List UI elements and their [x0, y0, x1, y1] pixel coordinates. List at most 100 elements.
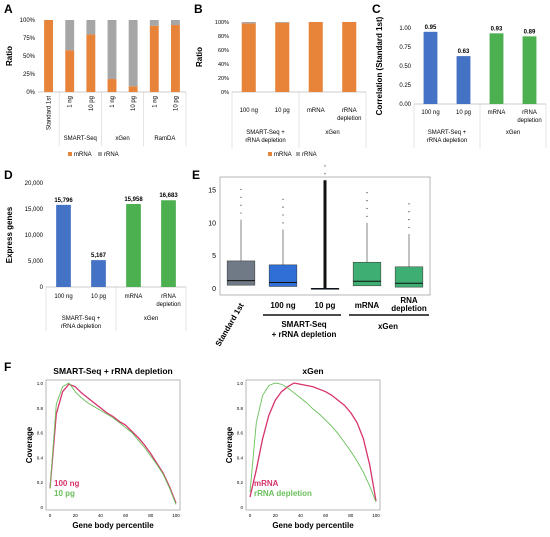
- x-tick-label: 1 ng: [110, 96, 116, 108]
- outlier-point: [240, 196, 242, 198]
- series-line-2: [249, 382, 377, 503]
- y-tick-label: 0.4: [237, 455, 244, 460]
- outlier-point: [240, 212, 242, 214]
- box: [226, 260, 256, 286]
- panel-label-d: D: [4, 168, 13, 182]
- box: [352, 261, 382, 287]
- y-tick-label: 0.2: [237, 480, 244, 485]
- y-tick-label: 10: [208, 220, 216, 227]
- panel-label-a: A: [4, 2, 13, 16]
- y-tick-label: 10,000: [25, 233, 44, 239]
- legend-label: mRNA: [74, 152, 92, 158]
- group-label: rRNA depletion: [245, 138, 285, 144]
- bar: [56, 204, 71, 287]
- bar: [126, 204, 141, 287]
- panel-label-f: F: [4, 360, 12, 374]
- x-tick-label: 60: [323, 513, 329, 518]
- data-label: 15,796: [54, 198, 73, 204]
- legend-label: 10 pg: [54, 489, 75, 498]
- y-tick-label: 60%: [218, 48, 229, 54]
- group-label: RamDA: [154, 136, 175, 142]
- bar-mrna: [107, 79, 117, 92]
- bar-rrna: [275, 22, 290, 23]
- chart-c: Correlation (Standard 1st) 0.00 0.25 0.50 0.…: [375, 16, 547, 148]
- group-label: SMART-Seq +: [246, 130, 285, 136]
- x-tick-label: rRNA: [522, 110, 537, 116]
- series-line-1: [249, 382, 377, 501]
- legend-swatch-mrna: [268, 152, 272, 156]
- group-label: xGen: [144, 316, 158, 322]
- legend-swatch-rrna: [98, 152, 102, 156]
- x-tick-label: rRNA: [161, 294, 176, 300]
- group-label: xGen: [115, 136, 129, 142]
- y-tick-label: 0: [240, 505, 243, 510]
- data-label: 0.89: [524, 29, 536, 35]
- y-tick-label: 0.2: [37, 480, 44, 485]
- x-axis-label: Gene body percentile: [272, 521, 354, 530]
- y-tick-label: 80%: [218, 34, 229, 40]
- y-axis-label: Ratio: [195, 47, 204, 67]
- x-tick-label: 10 pg: [131, 96, 137, 111]
- data-label: 15,958: [124, 197, 143, 203]
- x-tick-label: 20: [273, 513, 279, 518]
- bar-mrna: [308, 22, 323, 92]
- x-tick-label: depletion: [156, 302, 180, 308]
- x-tick-label: mRNA: [125, 294, 143, 300]
- legend-label: rRNA: [302, 152, 317, 158]
- bar-rrna: [241, 22, 256, 24]
- y-tick-label: 5: [212, 253, 216, 260]
- group-label: rRNA depletion: [427, 138, 467, 144]
- outlier-point: [282, 214, 284, 216]
- x-tick-label: 80: [148, 513, 154, 518]
- y-tick-label: 0%: [221, 90, 229, 96]
- bar: [161, 200, 176, 287]
- bar-rrna: [170, 20, 180, 26]
- y-tick-label: 0: [40, 285, 44, 291]
- bar-mrna: [128, 86, 138, 92]
- group-label: xGen: [506, 130, 520, 136]
- panel-label-e: E: [192, 168, 201, 182]
- bar: [456, 56, 471, 104]
- y-tick-label: 0: [212, 286, 216, 293]
- legend-label: 100 ng: [54, 479, 79, 488]
- chart-title: xGen: [302, 366, 323, 376]
- outlier-point: [240, 188, 242, 191]
- y-tick-label: 1.00: [399, 26, 411, 32]
- outlier-point: [408, 203, 410, 205]
- y-tick-label: 0.8: [37, 406, 44, 411]
- box: [394, 266, 424, 288]
- legend-label: rRNA depletion: [254, 489, 312, 498]
- x-tick-label: 60: [123, 513, 129, 518]
- plot-frame: [219, 176, 431, 296]
- bar-mrna: [86, 34, 96, 92]
- y-tick-label: 40%: [218, 62, 229, 68]
- legend-swatch-rrna: [296, 152, 300, 156]
- outlier-point: [240, 204, 242, 206]
- y-tick-label: 0.4: [37, 455, 44, 460]
- outlier-point: [408, 211, 410, 213]
- outlier-point: [282, 198, 284, 200]
- x-tick-label: rRNA: [342, 108, 357, 114]
- outlier-point: [282, 222, 284, 224]
- x-tick-label: mRNA: [307, 108, 325, 114]
- plot-frame: [45, 379, 181, 511]
- outlier-point: [408, 219, 410, 221]
- y-tick-label: 0.6: [37, 431, 44, 436]
- y-tick-label: 100%: [215, 20, 229, 26]
- plot-frame: [245, 379, 381, 511]
- group-label: SMART-Seq +: [62, 316, 101, 322]
- y-axis-label: Coverage: [25, 426, 34, 463]
- y-axis-label: Correlation (Standard 1st): [375, 16, 384, 115]
- bar-rrna: [65, 20, 75, 51]
- y-axis-label: Ratio: [5, 46, 14, 66]
- y-tick-label: 0.00: [399, 102, 411, 108]
- x-tick-label: mRNA: [488, 110, 506, 116]
- panel-label-b: B: [194, 2, 203, 16]
- data-label: 5,167: [91, 253, 107, 259]
- bar-mrna: [65, 50, 75, 92]
- x-tick-label: 100: [172, 513, 180, 518]
- legend-label: rRNA: [104, 152, 119, 158]
- chart-a: Ratio 0% 25% 50% 75% 100% Standard 1st 1 ng 10 p…: [5, 18, 187, 158]
- series-line-2: [49, 382, 177, 505]
- y-tick-label: 0.25: [399, 83, 411, 89]
